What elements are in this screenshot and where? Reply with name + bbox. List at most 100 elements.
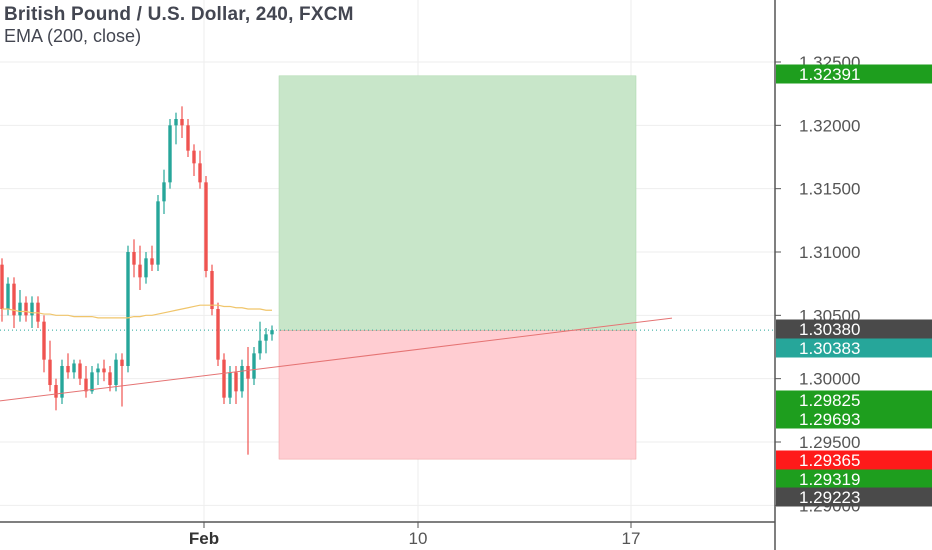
candle-body bbox=[168, 125, 172, 183]
candle bbox=[42, 315, 46, 373]
candle-body bbox=[204, 182, 208, 271]
price-label-text: 1.29223 bbox=[799, 488, 860, 507]
candle bbox=[144, 252, 148, 284]
candle bbox=[72, 359, 76, 379]
candle bbox=[96, 363, 100, 385]
price-label-bg bbox=[776, 64, 932, 84]
candle bbox=[48, 340, 52, 392]
price-tick-label: 1.31000 bbox=[799, 243, 860, 262]
candle-body bbox=[6, 283, 10, 309]
time-tick-label: 10 bbox=[409, 529, 428, 548]
price-label: 1.29319 bbox=[776, 469, 932, 489]
candle-body bbox=[0, 264, 4, 309]
candle bbox=[240, 359, 244, 398]
candle-body bbox=[216, 309, 220, 360]
candle-body bbox=[180, 119, 184, 126]
time-axis-ticks: Feb 10 17 bbox=[189, 522, 640, 548]
price-label-bg bbox=[776, 390, 932, 410]
candle bbox=[252, 347, 256, 385]
price-label: 1.32391 bbox=[776, 64, 932, 84]
candle-body bbox=[102, 368, 106, 373]
candle-body bbox=[150, 258, 154, 265]
price-label: 1.30380 bbox=[776, 319, 932, 339]
candle-body bbox=[258, 340, 262, 354]
candle bbox=[54, 378, 58, 411]
price-tick-label: 1.30000 bbox=[799, 370, 860, 389]
candle-body bbox=[60, 366, 64, 398]
candle-body bbox=[270, 330, 274, 335]
candle bbox=[150, 245, 154, 271]
candle bbox=[216, 302, 220, 366]
indicator-legend: EMA (200, close) bbox=[4, 26, 142, 46]
candle-body bbox=[156, 201, 160, 265]
candle bbox=[264, 328, 268, 354]
candle-body bbox=[12, 283, 16, 316]
candle bbox=[258, 321, 262, 360]
candle-body bbox=[90, 372, 94, 392]
candle bbox=[228, 366, 232, 404]
candle-body bbox=[132, 252, 136, 265]
candle bbox=[210, 264, 214, 316]
candle-body bbox=[252, 353, 256, 379]
candle bbox=[204, 176, 208, 278]
ema-line bbox=[2, 304, 272, 319]
candle-body bbox=[240, 366, 244, 392]
candle-body bbox=[210, 271, 214, 309]
price-label-text: 1.32391 bbox=[799, 65, 860, 84]
candle-body bbox=[54, 385, 58, 398]
candle-body bbox=[264, 334, 268, 341]
candle-body bbox=[108, 372, 112, 385]
price-label: 1.29365 bbox=[776, 450, 932, 470]
candle bbox=[168, 119, 172, 189]
price-tick-label: 1.29500 bbox=[799, 433, 860, 452]
candle-body bbox=[246, 366, 250, 379]
candle-body bbox=[114, 359, 118, 385]
loss-zone[interactable] bbox=[278, 330, 637, 460]
candle-body bbox=[24, 302, 28, 316]
price-label-text: 1.29693 bbox=[799, 410, 860, 429]
price-label: 1.30383 bbox=[776, 338, 932, 358]
price-label-text: 1.29365 bbox=[799, 451, 860, 470]
profit-zone[interactable] bbox=[278, 75, 637, 331]
candle bbox=[84, 366, 88, 398]
price-label-bg bbox=[776, 487, 932, 507]
price-label-bg bbox=[776, 450, 932, 470]
candle-body bbox=[120, 359, 124, 366]
time-tick-label: Feb bbox=[189, 529, 219, 548]
candle bbox=[126, 245, 130, 373]
candle bbox=[162, 169, 166, 214]
candle-body bbox=[48, 359, 52, 385]
candle-body bbox=[84, 378, 88, 392]
price-label-text: 1.29319 bbox=[799, 470, 860, 489]
candle-body bbox=[222, 359, 226, 398]
candle bbox=[0, 258, 4, 322]
candle bbox=[246, 347, 250, 455]
price-label-bg bbox=[776, 338, 932, 358]
symbol-title: British Pound / U.S. Dollar, 240, FXCM bbox=[4, 4, 354, 25]
candle bbox=[30, 296, 34, 328]
trend-line[interactable] bbox=[0, 317, 673, 402]
candle bbox=[36, 296, 40, 328]
candle-body bbox=[174, 119, 178, 126]
candle-body bbox=[42, 321, 46, 360]
candle bbox=[138, 245, 142, 290]
candle bbox=[234, 366, 238, 404]
candle-body bbox=[72, 363, 76, 373]
candle-body bbox=[78, 363, 82, 379]
candle-body bbox=[126, 252, 130, 366]
candle bbox=[180, 106, 184, 138]
candle bbox=[120, 353, 124, 407]
candle-body bbox=[228, 372, 232, 398]
candle bbox=[66, 353, 70, 379]
price-label-text: 1.30383 bbox=[799, 339, 860, 358]
price-tick-label: 1.31500 bbox=[799, 180, 860, 199]
candlestick-series bbox=[0, 106, 274, 455]
price-label-text: 1.30380 bbox=[799, 320, 860, 339]
candle-body bbox=[234, 372, 238, 392]
price-label-bg bbox=[776, 409, 932, 429]
price-label-bg bbox=[776, 469, 932, 489]
candle-body bbox=[186, 125, 190, 151]
candle-body bbox=[138, 264, 142, 278]
